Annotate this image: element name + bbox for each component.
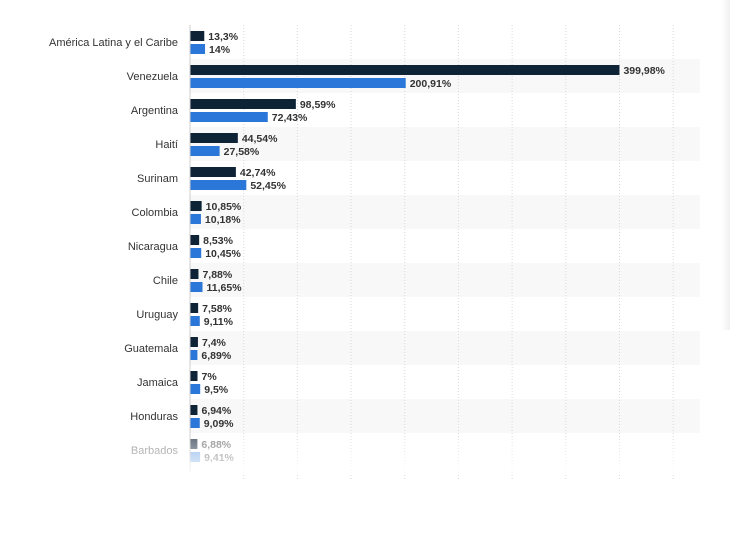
bar bbox=[190, 337, 198, 347]
category-label: Venezuela bbox=[127, 71, 179, 83]
bar bbox=[190, 99, 296, 109]
bar bbox=[190, 214, 201, 224]
category-label: Argentina bbox=[131, 105, 179, 117]
row-band bbox=[190, 195, 700, 229]
category-label: América Latina y el Caribe bbox=[49, 37, 178, 49]
scroll-shadow bbox=[722, 0, 730, 330]
bar bbox=[190, 350, 198, 360]
bar bbox=[190, 201, 202, 211]
value-label: 6,89% bbox=[201, 350, 231, 362]
value-label: 399,98% bbox=[623, 65, 665, 77]
value-label: 52,45% bbox=[250, 180, 286, 192]
value-label: 10,45% bbox=[205, 248, 241, 260]
bar bbox=[190, 112, 268, 122]
bar bbox=[190, 371, 198, 381]
value-label: 98,59% bbox=[300, 99, 336, 111]
bar bbox=[190, 384, 201, 394]
value-label: 9,11% bbox=[204, 316, 234, 328]
value-label: 7,4% bbox=[202, 337, 227, 349]
category-label: Uruguay bbox=[136, 309, 178, 321]
row-band bbox=[190, 127, 700, 161]
bar bbox=[190, 146, 220, 156]
bar bbox=[190, 180, 247, 190]
value-label: 9,5% bbox=[204, 384, 229, 396]
bar bbox=[190, 439, 198, 449]
value-label: 11,65% bbox=[207, 282, 243, 294]
category-label: Chile bbox=[153, 275, 178, 287]
value-label: 6,94% bbox=[201, 405, 231, 417]
bar bbox=[190, 248, 202, 258]
value-label: 10,18% bbox=[205, 214, 241, 226]
category-label: Haití bbox=[155, 139, 178, 151]
bar bbox=[190, 405, 198, 415]
row-band bbox=[190, 263, 700, 297]
bar bbox=[190, 316, 200, 326]
category-label: Colombia bbox=[132, 207, 179, 219]
value-label: 6,88% bbox=[201, 439, 231, 451]
category-label: Honduras bbox=[130, 411, 178, 423]
value-label: 42,74% bbox=[240, 167, 276, 179]
category-label: Jamaica bbox=[137, 377, 179, 389]
bar bbox=[190, 44, 206, 54]
value-label: 7,88% bbox=[202, 269, 232, 281]
bar bbox=[190, 167, 236, 177]
value-label: 10,85% bbox=[206, 201, 242, 213]
bar bbox=[190, 303, 199, 313]
value-label: 27,58% bbox=[224, 146, 260, 158]
value-label: 13,3% bbox=[208, 31, 238, 43]
row-band bbox=[190, 399, 700, 433]
bar bbox=[190, 282, 203, 292]
value-label: 8,53% bbox=[203, 235, 233, 247]
bars bbox=[190, 31, 620, 462]
bar bbox=[190, 418, 200, 428]
bar bbox=[190, 133, 238, 143]
value-label: 200,91% bbox=[410, 78, 452, 90]
value-label: 9,09% bbox=[204, 418, 234, 430]
value-label: 9,41% bbox=[204, 452, 234, 464]
bar bbox=[190, 235, 200, 245]
bar bbox=[190, 78, 406, 88]
bar bbox=[190, 65, 620, 75]
value-label: 44,54% bbox=[242, 133, 278, 145]
bar bbox=[190, 31, 205, 41]
category-labels: América Latina y el Caribe Venezuela Argen… bbox=[49, 37, 179, 457]
category-label: Surinam bbox=[137, 173, 178, 185]
value-label: 7,58% bbox=[202, 303, 232, 315]
row-bands bbox=[190, 59, 700, 433]
category-label: Guatemala bbox=[124, 343, 179, 355]
bar bbox=[190, 452, 201, 462]
category-label: Barbados bbox=[131, 445, 179, 457]
value-label: 7% bbox=[202, 371, 218, 383]
bar bbox=[190, 269, 199, 279]
row-band bbox=[190, 331, 700, 365]
category-label: Nicaragua bbox=[128, 241, 179, 253]
value-label: 72,43% bbox=[272, 112, 308, 124]
value-label: 14% bbox=[209, 44, 231, 56]
